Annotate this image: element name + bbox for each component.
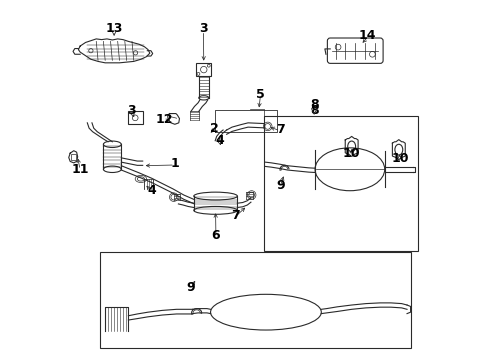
- Text: 7: 7: [275, 123, 284, 136]
- Text: 2: 2: [209, 122, 218, 135]
- Text: 13: 13: [105, 22, 122, 35]
- Text: 3: 3: [127, 104, 136, 117]
- Text: 10: 10: [342, 147, 360, 160]
- Text: 7: 7: [231, 209, 240, 222]
- Text: 9: 9: [186, 281, 195, 294]
- Text: 4: 4: [147, 184, 156, 197]
- FancyBboxPatch shape: [326, 38, 382, 63]
- Text: 6: 6: [211, 229, 220, 242]
- Text: 10: 10: [390, 152, 408, 165]
- Text: 11: 11: [71, 163, 89, 176]
- Text: 12: 12: [155, 113, 173, 126]
- FancyBboxPatch shape: [127, 111, 142, 124]
- Text: 8: 8: [309, 99, 318, 112]
- Text: 5: 5: [256, 88, 264, 101]
- Text: 3: 3: [199, 22, 207, 35]
- Bar: [264, 116, 417, 251]
- Text: 9: 9: [275, 179, 284, 192]
- Text: 14: 14: [358, 29, 376, 42]
- Bar: [100, 252, 410, 348]
- Bar: [196, 63, 211, 76]
- Text: 1: 1: [170, 157, 179, 170]
- Text: 8: 8: [309, 104, 318, 117]
- Text: 4: 4: [215, 134, 224, 147]
- Bar: [70, 154, 76, 160]
